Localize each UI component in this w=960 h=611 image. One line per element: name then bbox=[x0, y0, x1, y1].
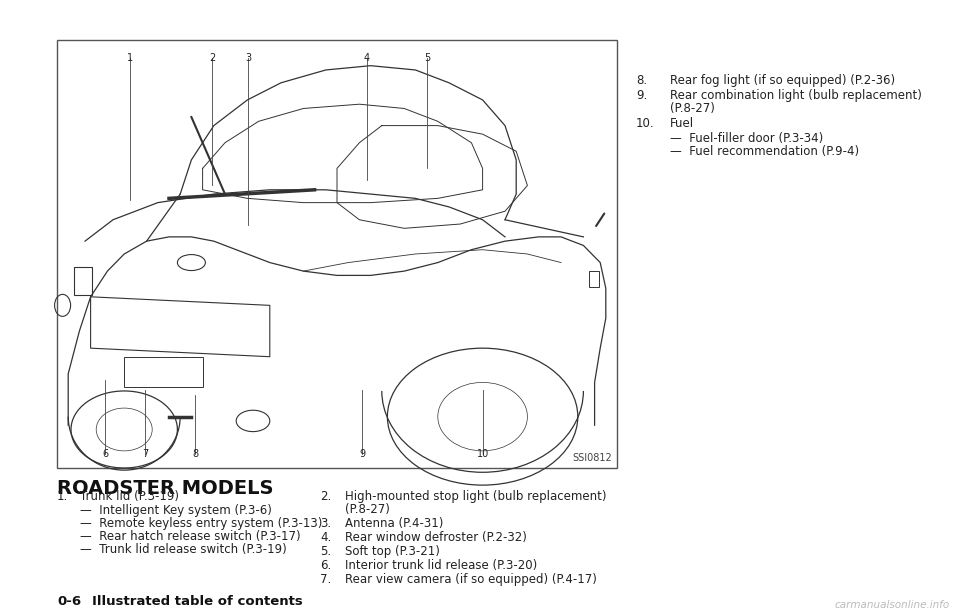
Text: 8.: 8. bbox=[636, 74, 647, 87]
Text: High-mounted stop light (bulb replacement): High-mounted stop light (bulb replacemen… bbox=[345, 490, 607, 503]
Text: 9.: 9. bbox=[636, 89, 647, 102]
Text: —  Remote keyless entry system (P.3-13): — Remote keyless entry system (P.3-13) bbox=[80, 517, 323, 530]
Text: —  Intelligent Key system (P.3-6): — Intelligent Key system (P.3-6) bbox=[80, 504, 272, 517]
Text: 4.: 4. bbox=[320, 531, 331, 544]
Text: Interior trunk lid release (P.3-20): Interior trunk lid release (P.3-20) bbox=[345, 559, 538, 572]
Text: 5.: 5. bbox=[320, 545, 331, 558]
Text: Rear fog light (if so equipped) (P.2-36): Rear fog light (if so equipped) (P.2-36) bbox=[670, 74, 895, 87]
Text: SSI0812: SSI0812 bbox=[572, 453, 612, 463]
Bar bbox=[124, 357, 203, 387]
Text: —  Fuel-filler door (P.3-34): — Fuel-filler door (P.3-34) bbox=[670, 132, 824, 145]
Text: 7: 7 bbox=[142, 449, 148, 459]
Text: Trunk lid (P.3-19): Trunk lid (P.3-19) bbox=[80, 490, 179, 503]
Text: 2.: 2. bbox=[320, 490, 331, 503]
Text: —  Trunk lid release switch (P.3-19): — Trunk lid release switch (P.3-19) bbox=[80, 543, 287, 556]
Text: Rear combination light (bulb replacement): Rear combination light (bulb replacement… bbox=[670, 89, 922, 102]
Bar bbox=[57, 40, 617, 468]
Text: 5: 5 bbox=[424, 53, 430, 63]
Text: 3.: 3. bbox=[320, 517, 331, 530]
Text: 1.: 1. bbox=[57, 490, 68, 503]
Text: 0-6: 0-6 bbox=[57, 595, 82, 608]
Text: 10: 10 bbox=[477, 449, 490, 459]
Text: Rear window defroster (P.2-32): Rear window defroster (P.2-32) bbox=[345, 531, 527, 544]
Text: 2: 2 bbox=[209, 53, 215, 63]
Text: carmanualsonline.info: carmanualsonline.info bbox=[835, 600, 950, 610]
Text: (P.8-27): (P.8-27) bbox=[670, 102, 715, 115]
Text: 4: 4 bbox=[364, 53, 370, 63]
Bar bbox=[74, 267, 92, 295]
Text: 6.: 6. bbox=[320, 559, 331, 572]
Text: Antenna (P.4-31): Antenna (P.4-31) bbox=[345, 517, 444, 530]
Text: Illustrated table of contents: Illustrated table of contents bbox=[92, 595, 302, 608]
Text: —  Fuel recommendation (P.9-4): — Fuel recommendation (P.9-4) bbox=[670, 145, 859, 158]
Text: 1: 1 bbox=[127, 53, 133, 63]
Text: Fuel: Fuel bbox=[670, 117, 694, 130]
Text: 8: 8 bbox=[192, 449, 198, 459]
Text: ROADSTER MODELS: ROADSTER MODELS bbox=[57, 479, 274, 498]
Text: (P.8-27): (P.8-27) bbox=[345, 503, 390, 516]
FancyArrowPatch shape bbox=[596, 213, 604, 226]
Text: 7.: 7. bbox=[320, 573, 331, 586]
Text: Rear view camera (if so equipped) (P.4-17): Rear view camera (if so equipped) (P.4-1… bbox=[345, 573, 597, 586]
Text: 10.: 10. bbox=[636, 117, 655, 130]
Text: 9: 9 bbox=[359, 449, 365, 459]
Text: Soft top (P.3-21): Soft top (P.3-21) bbox=[345, 545, 440, 558]
Text: —  Rear hatch release switch (P.3-17): — Rear hatch release switch (P.3-17) bbox=[80, 530, 300, 543]
Bar bbox=[589, 271, 599, 287]
Text: 3: 3 bbox=[245, 53, 252, 63]
Text: 6: 6 bbox=[102, 449, 108, 459]
